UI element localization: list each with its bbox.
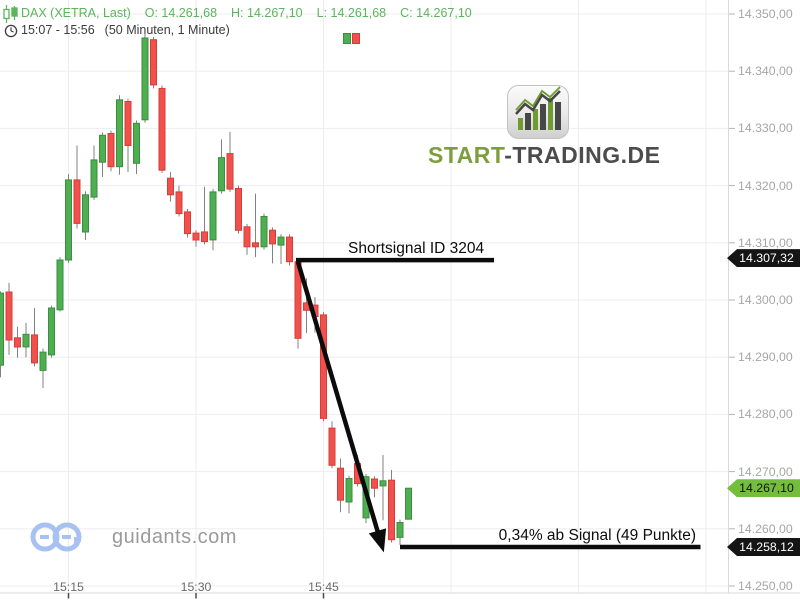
start-trading-logo-text: START-TRADING.DE (428, 142, 660, 169)
y-axis-label: 14.340,00 (738, 64, 793, 79)
x-axis-label: 15:45 (308, 580, 339, 594)
price-tag: 14.307,32 (727, 249, 800, 268)
guidants-watermark-text: guidants.com (112, 525, 237, 548)
candlestick-icon (3, 5, 18, 23)
y-axis-label: 14.270,00 (738, 464, 793, 479)
x-axis-label: 15:30 (180, 580, 212, 594)
y-axis-label: 14.290,00 (738, 350, 793, 365)
target-annotation-label[interactable]: 0,34% ab Signal (49 Punkte) (498, 527, 696, 544)
start-trading-logo-icon (507, 85, 569, 139)
guidants-watermark: guidants.com (28, 521, 237, 553)
open-value: O: 14.261,68 (144, 6, 218, 20)
y-axis-label: 14.260,00 (738, 521, 793, 536)
y-axis-label: 14.310,00 (738, 235, 793, 250)
y-axis-label: 14.280,00 (738, 407, 793, 422)
low-value: L: 14.261,68 (316, 6, 387, 20)
y-axis-label: 14.330,00 (738, 121, 793, 136)
short-signal-annotation-label[interactable]: Shortsignal ID 3204 (348, 240, 485, 257)
timerange-label: 15:07 - 15:56 (21, 23, 95, 37)
guidants-logo-icon (30, 522, 82, 552)
y-axis-label: 14.350,00 (738, 7, 793, 21)
interval-label: (50 Minuten, 1 Minute) (104, 23, 230, 37)
price-tag: 14.267,10 (727, 479, 800, 498)
start-trading-logo: START-TRADING.DE (428, 84, 660, 169)
brand-name-primary: START (428, 142, 505, 168)
symbol-label: DAX (XETRA, Last) (21, 6, 131, 20)
timerange-row: 15:07 - 15:56 (50 Minuten, 1 Minute) (21, 23, 240, 37)
mini-down-candle-legend (352, 33, 360, 44)
y-axis-label: 14.250,00 (738, 579, 793, 593)
price-tag: 14.258,12 (727, 538, 800, 556)
high-value: H: 14.267,10 (231, 6, 303, 20)
y-axis-label: 14.300,00 (738, 293, 793, 307)
x-axis-label: 15:15 (53, 580, 84, 594)
symbol-ohlc-row[interactable]: DAX (XETRA, Last) O: 14.261,68 H: 14.267,1… (21, 6, 486, 20)
close-value: C: 14.267,10 (400, 6, 472, 20)
brand-name-secondary: -TRADING.DE (504, 142, 661, 168)
clock-icon (4, 24, 18, 38)
y-axis-label: 14.320,00 (738, 178, 793, 193)
mini-up-candle-legend (343, 33, 351, 44)
